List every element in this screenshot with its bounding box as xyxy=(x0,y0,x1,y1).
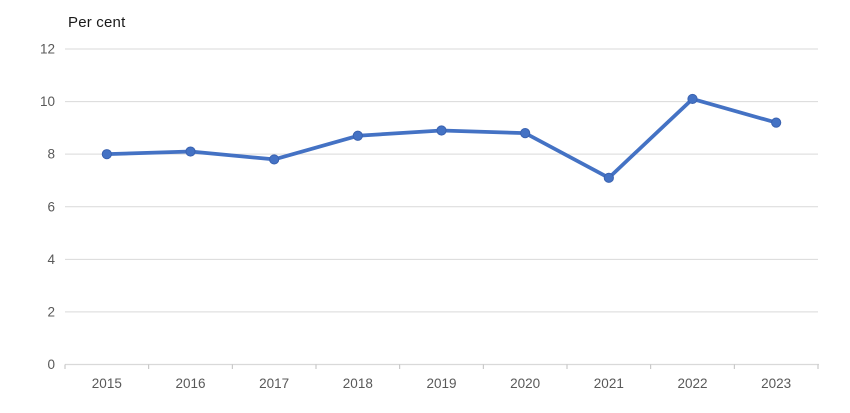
chart-title: Per cent xyxy=(68,14,126,31)
gridlines-group xyxy=(65,48,818,365)
data-point-2022 xyxy=(687,93,698,105)
x-tick-label: 2015 xyxy=(92,376,122,391)
data-point-2016 xyxy=(185,146,196,157)
y-tick-label: 2 xyxy=(47,304,55,319)
x-axis-labels: 2015 2016 2017 2018 2019 2020 2021 2022 2023 xyxy=(92,376,791,391)
data-point-2021 xyxy=(603,172,614,183)
x-tick-label: 2016 xyxy=(175,376,205,391)
y-tick-label: 6 xyxy=(47,199,55,214)
data-point-2017 xyxy=(269,154,280,165)
data-point-2015 xyxy=(101,149,112,160)
y-tick-label: 4 xyxy=(47,252,55,267)
x-tick-label: 2018 xyxy=(343,376,373,391)
x-tick-label: 2019 xyxy=(426,376,456,391)
y-tick-label: 8 xyxy=(47,147,55,162)
x-tick-label: 2023 xyxy=(761,376,791,391)
x-tick-label: 2021 xyxy=(594,376,624,391)
data-points-group xyxy=(101,93,782,183)
x-tick-label: 2017 xyxy=(259,376,289,391)
y-axis-labels: 0 2 4 6 8 10 12 xyxy=(40,42,56,373)
x-tick-label: 2022 xyxy=(677,376,707,391)
data-point-2023 xyxy=(771,117,782,128)
data-point-2019 xyxy=(436,125,447,136)
y-tick-label: 12 xyxy=(40,42,55,57)
data-line-per-cent xyxy=(104,97,779,180)
y-tick-label: 0 xyxy=(47,357,55,372)
y-tick-label: 10 xyxy=(40,94,55,109)
x-tick-label: 2020 xyxy=(510,376,540,391)
x-axis-ticks xyxy=(64,364,819,369)
data-point-2020 xyxy=(520,128,531,139)
data-point-2018 xyxy=(352,130,363,141)
